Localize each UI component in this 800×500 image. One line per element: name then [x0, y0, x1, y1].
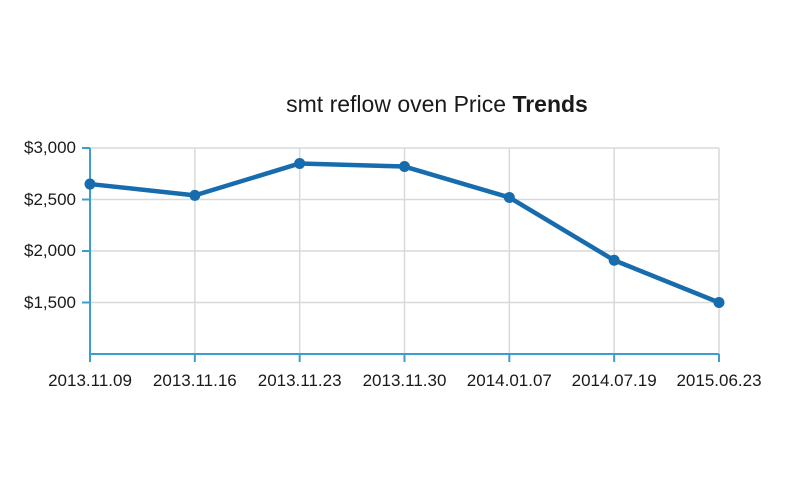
- x-axis-label-3: 2013.11.30: [362, 371, 447, 390]
- x-axis-label-2: 2013.11.23: [257, 371, 342, 390]
- x-axis-label-0: 2013.11.09: [48, 371, 132, 390]
- data-point-4[interactable]: [503, 191, 515, 203]
- data-point-1[interactable]: [189, 189, 201, 201]
- y-axis-label-3: $1,500: [24, 292, 76, 312]
- x-axis-label-5: 2014.07.19: [571, 371, 657, 390]
- chart-title: smt reflow oven Price Trends: [286, 91, 588, 118]
- data-point-2[interactable]: [294, 157, 306, 169]
- y-axis-label-2: $2,000: [24, 241, 76, 260]
- y-axis-label-1: $2,500: [24, 189, 76, 209]
- chart-title-regular: smt reflow oven Price: [286, 91, 506, 117]
- x-axis-label-6: 2015.06.23: [676, 371, 762, 390]
- data-point-3[interactable]: [399, 161, 410, 173]
- data-point-5[interactable]: [608, 254, 620, 266]
- y-axis-label-0: $3,000: [24, 138, 76, 157]
- x-axis-label-4: 2014.01.07: [466, 371, 552, 390]
- data-point-0[interactable]: [84, 178, 96, 190]
- x-axis-label-1: 2013.11.16: [152, 371, 237, 390]
- chart-title-bold: Trends: [512, 91, 588, 117]
- data-point-6[interactable]: [713, 297, 725, 308]
